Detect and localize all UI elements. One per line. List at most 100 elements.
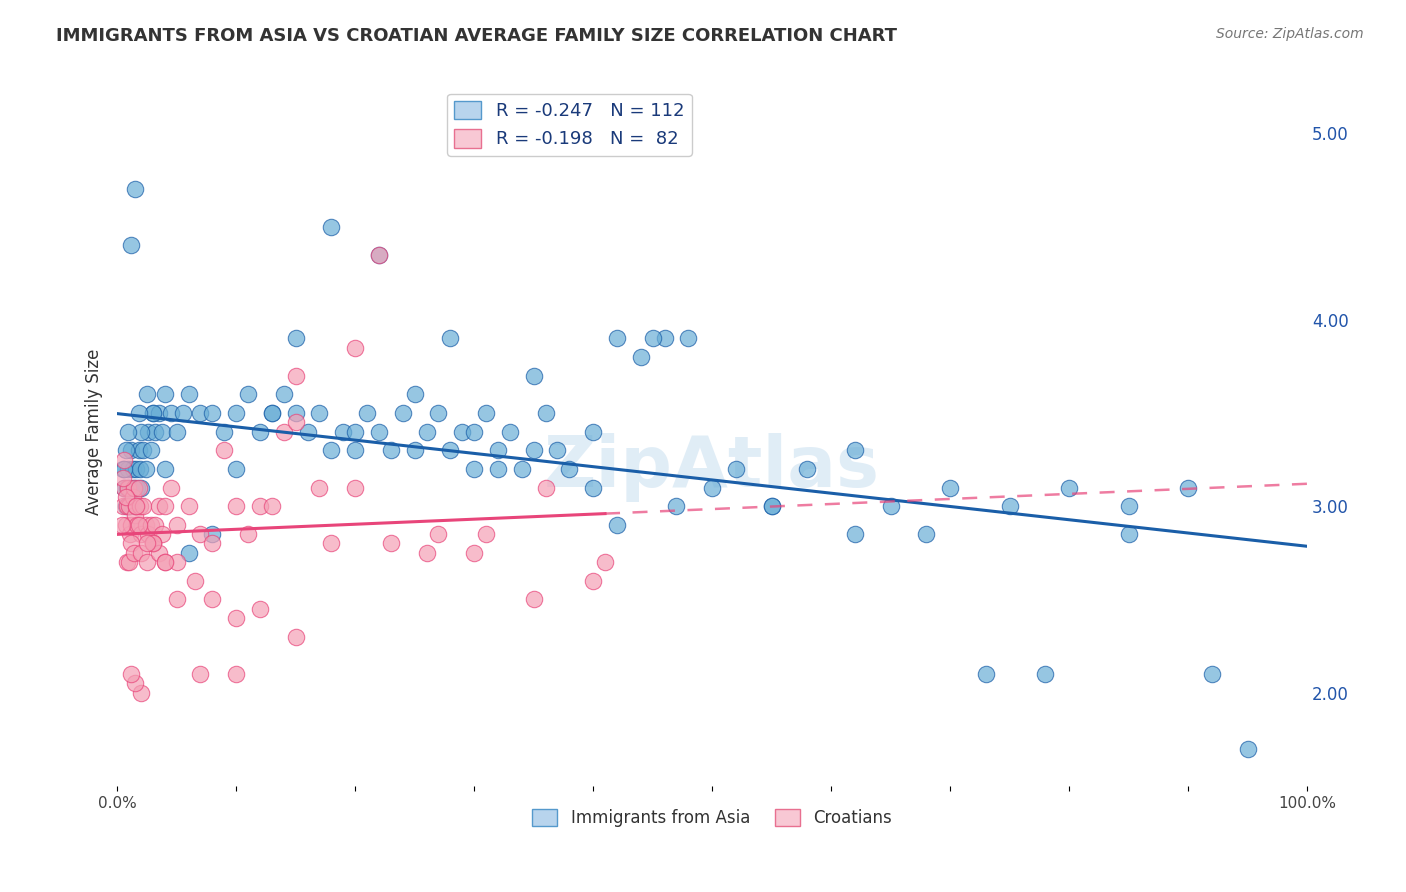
- Point: [143, 517, 166, 532]
- Point: [139, 517, 162, 532]
- Point: [127, 517, 149, 532]
- Point: [166, 517, 188, 532]
- Point: [153, 387, 176, 401]
- Point: [121, 536, 143, 550]
- Point: [510, 462, 533, 476]
- Point: [129, 425, 152, 439]
- Point: [451, 425, 474, 439]
- Point: [321, 443, 343, 458]
- Point: [153, 462, 176, 476]
- Point: [121, 517, 143, 532]
- Point: [332, 425, 354, 439]
- Point: [124, 508, 146, 523]
- Point: [159, 481, 181, 495]
- Point: [236, 527, 259, 541]
- Point: [112, 471, 135, 485]
- Point: [463, 425, 485, 439]
- Point: [700, 481, 723, 495]
- Point: [122, 481, 145, 495]
- Point: [284, 630, 307, 644]
- Point: [128, 499, 150, 513]
- Text: Source: ZipAtlas.com: Source: ZipAtlas.com: [1216, 27, 1364, 41]
- Point: [136, 387, 159, 401]
- Point: [260, 406, 283, 420]
- Point: [201, 536, 224, 550]
- Point: [122, 546, 145, 560]
- Point: [630, 350, 652, 364]
- Point: [136, 555, 159, 569]
- Point: [125, 499, 148, 513]
- Point: [582, 425, 605, 439]
- Point: [368, 425, 391, 439]
- Point: [118, 499, 141, 513]
- Point: [665, 499, 688, 513]
- Point: [142, 536, 165, 550]
- Point: [120, 527, 142, 541]
- Point: [1118, 499, 1140, 513]
- Point: [152, 425, 174, 439]
- Point: [166, 592, 188, 607]
- Point: [273, 425, 295, 439]
- Point: [135, 462, 157, 476]
- Point: [236, 387, 259, 401]
- Point: [546, 443, 568, 458]
- Point: [132, 499, 155, 513]
- Point: [582, 481, 605, 495]
- Point: [439, 443, 461, 458]
- Point: [260, 406, 283, 420]
- Point: [380, 536, 402, 550]
- Point: [128, 462, 150, 476]
- Point: [1177, 481, 1199, 495]
- Point: [678, 331, 700, 345]
- Point: [344, 443, 367, 458]
- Point: [121, 238, 143, 252]
- Point: [214, 443, 236, 458]
- Point: [225, 499, 247, 513]
- Point: [1057, 481, 1080, 495]
- Point: [201, 406, 224, 420]
- Point: [606, 517, 628, 532]
- Point: [463, 546, 485, 560]
- Point: [117, 481, 139, 495]
- Point: [260, 499, 283, 513]
- Point: [120, 481, 142, 495]
- Point: [606, 331, 628, 345]
- Point: [122, 481, 145, 495]
- Point: [201, 527, 224, 541]
- Point: [128, 443, 150, 458]
- Point: [114, 499, 136, 513]
- Point: [308, 481, 330, 495]
- Point: [111, 517, 134, 532]
- Point: [153, 555, 176, 569]
- Point: [308, 406, 330, 420]
- Point: [344, 425, 367, 439]
- Point: [475, 406, 498, 420]
- Point: [159, 406, 181, 420]
- Legend: Immigrants from Asia, Croatians: Immigrants from Asia, Croatians: [526, 803, 898, 834]
- Point: [297, 425, 319, 439]
- Point: [915, 527, 938, 541]
- Point: [844, 527, 866, 541]
- Point: [125, 462, 148, 476]
- Point: [139, 443, 162, 458]
- Point: [121, 462, 143, 476]
- Point: [380, 443, 402, 458]
- Point: [879, 499, 901, 513]
- Point: [534, 406, 557, 420]
- Point: [121, 490, 143, 504]
- Point: [132, 443, 155, 458]
- Point: [142, 536, 165, 550]
- Point: [475, 527, 498, 541]
- Point: [284, 368, 307, 383]
- Point: [534, 481, 557, 495]
- Point: [761, 499, 783, 513]
- Point: [152, 527, 174, 541]
- Point: [486, 462, 509, 476]
- Point: [190, 406, 212, 420]
- Point: [166, 555, 188, 569]
- Point: [128, 406, 150, 420]
- Point: [190, 667, 212, 681]
- Point: [114, 517, 136, 532]
- Point: [127, 481, 149, 495]
- Point: [998, 499, 1021, 513]
